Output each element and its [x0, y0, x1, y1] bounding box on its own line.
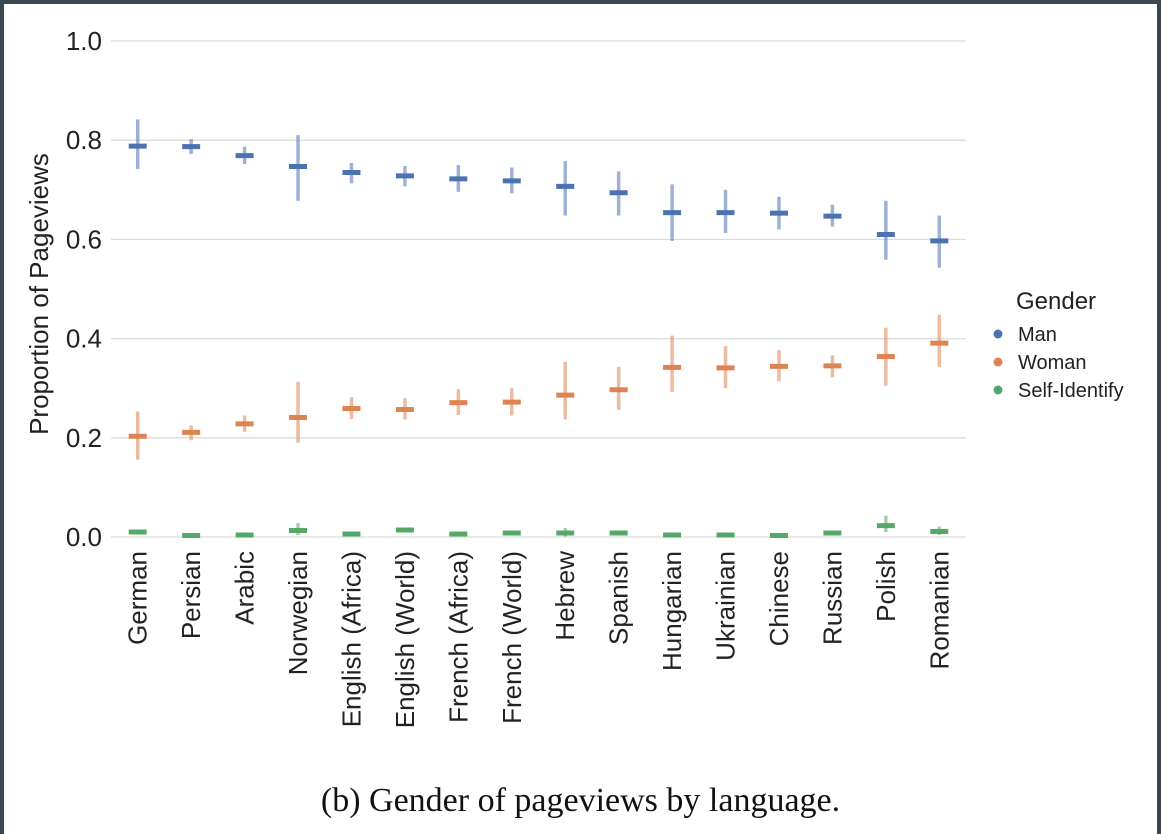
legend-title: Gender [1016, 288, 1096, 315]
legend-label: Woman [1018, 352, 1087, 374]
x-tick-label: Ukrainian [711, 551, 741, 661]
series-self-identify [128, 515, 949, 539]
x-tick-label: French (World) [497, 551, 527, 724]
legend-marker [993, 357, 1003, 367]
y-tick-label: 0.2 [66, 423, 102, 453]
x-tick-label: French (Africa) [443, 551, 473, 723]
legend-label: Self-Identify [1018, 380, 1124, 402]
y-tick-label: 0.0 [66, 522, 102, 552]
y-tick-label: 0.4 [66, 324, 102, 354]
legend-marker [993, 329, 1003, 339]
data-marks [128, 119, 949, 539]
x-tick-label: Arabic [230, 551, 260, 625]
series-man [128, 119, 949, 268]
chart: 0.0 0.2 0.4 0.6 0.8 1.0 Proportion of Pagevie… [24, 26, 1124, 728]
x-tick-label: Hebrew [550, 551, 580, 641]
y-axis: 0.0 0.2 0.4 0.6 0.8 1.0 [66, 26, 102, 552]
gridlines [111, 40, 966, 538]
x-tick-label: German [123, 551, 153, 645]
y-tick-label: 0.6 [66, 224, 102, 254]
x-tick-label: English (World) [390, 551, 420, 728]
y-tick-label: 0.8 [66, 125, 102, 155]
legend-label: Man [1018, 324, 1057, 346]
figure-frame: 0.0 0.2 0.4 0.6 0.8 1.0 Proportion of Pagevie… [4, 4, 1157, 834]
x-tick-label: Russian [817, 551, 847, 645]
x-tick-label: Polish [871, 551, 901, 622]
legend: Gender Man Woman Self-Identify [993, 288, 1124, 402]
x-tick-label: Romanian [924, 551, 954, 670]
y-axis-label: Proportion of Pageviews [24, 153, 54, 435]
y-tick-label: 1.0 [66, 26, 102, 56]
series-woman [128, 314, 949, 460]
x-axis: German Persian Arabic Norwegian English (Afr… [123, 551, 955, 728]
legend-marker [993, 385, 1003, 395]
x-tick-label: Norwegian [283, 551, 313, 675]
x-tick-label: English (Africa) [336, 551, 366, 727]
x-tick-label: Hungarian [657, 551, 687, 671]
x-tick-label: Persian [176, 551, 206, 639]
x-tick-label: Spanish [604, 551, 634, 645]
figure-caption: (b) Gender of pageviews by language. [320, 782, 841, 819]
x-tick-label: Chinese [764, 551, 794, 646]
